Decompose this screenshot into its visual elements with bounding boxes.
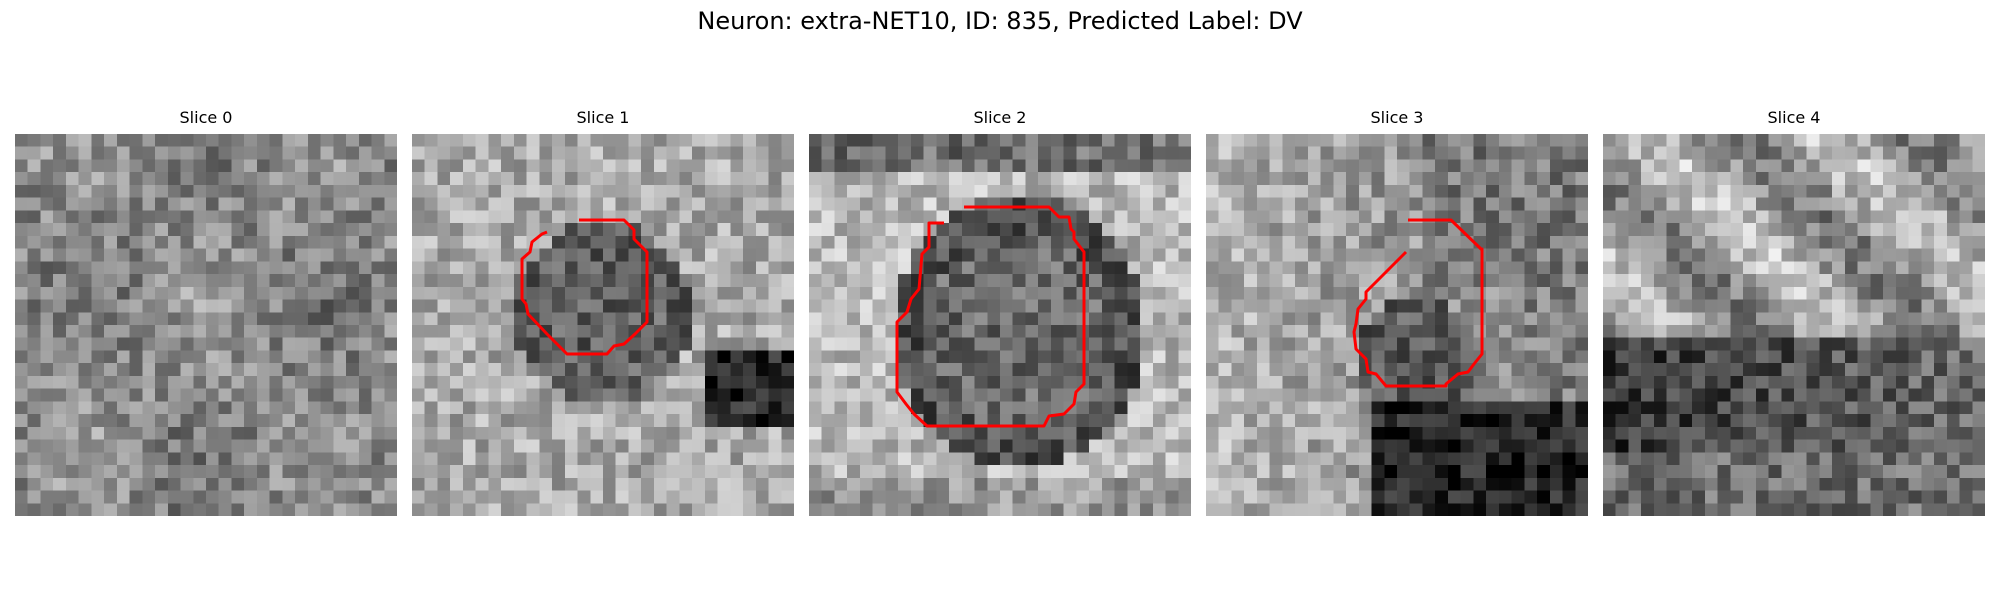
slice-title: Slice 4 (1603, 108, 1985, 127)
segmentation-contour (1206, 134, 1588, 516)
segmentation-contour (809, 134, 1191, 516)
slice-title: Slice 1 (412, 108, 794, 127)
segmentation-contour (412, 134, 794, 516)
slice-image (1603, 134, 1985, 516)
slice-image (15, 134, 397, 516)
figure-title: Neuron: extra-NET10, ID: 835, Predicted … (0, 7, 2000, 35)
slice-title: Slice 3 (1206, 108, 1588, 127)
slice-title: Slice 0 (15, 108, 397, 127)
slice-title: Slice 2 (809, 108, 1191, 127)
